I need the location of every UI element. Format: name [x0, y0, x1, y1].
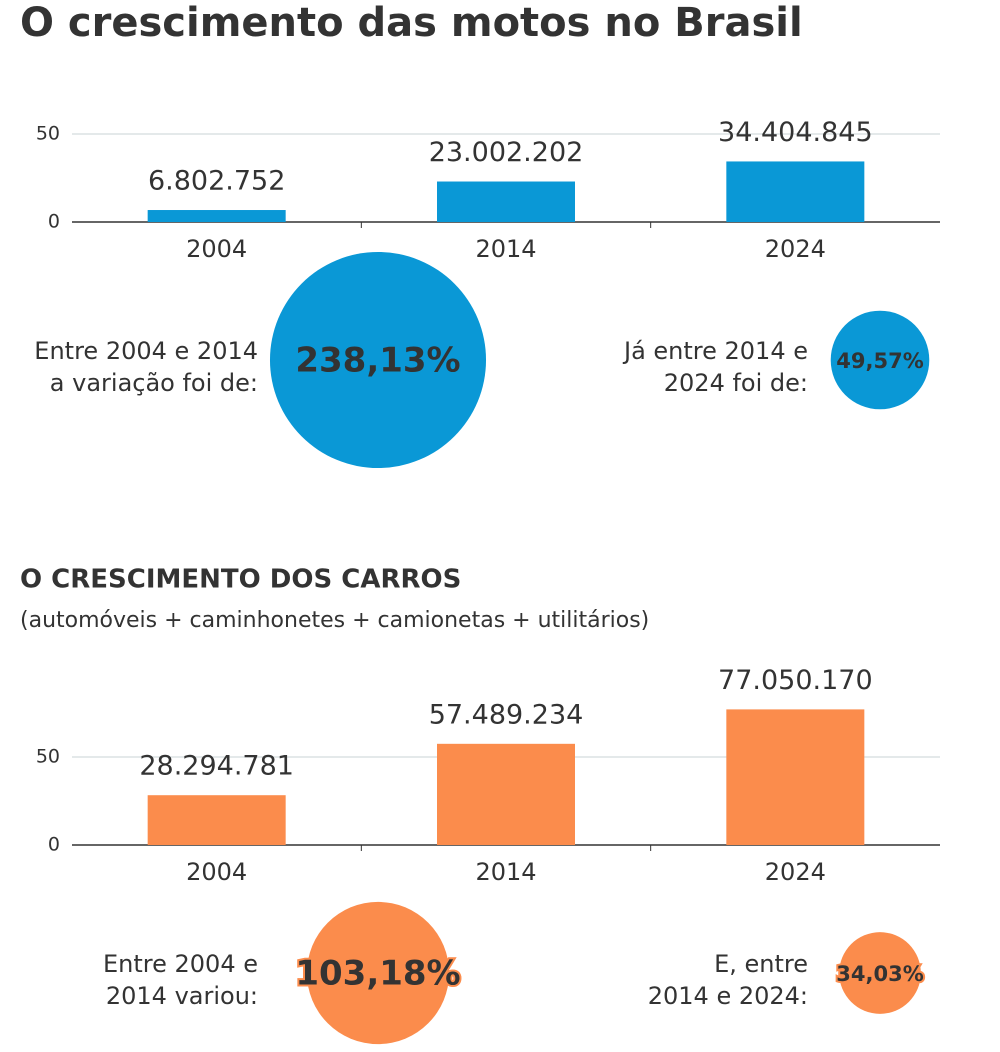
- change-text: Já entre 2014 e: [622, 337, 808, 365]
- x-tick-label: 2024: [765, 235, 826, 263]
- value-label: 28.294.781: [139, 751, 294, 782]
- change-text: Entre 2004 e: [103, 950, 258, 978]
- bar: [147, 795, 286, 845]
- change-text: 2014 e 2024:: [648, 982, 808, 1010]
- x-tick-label: 2004: [186, 858, 247, 886]
- x-tick-label: 2014: [475, 858, 536, 886]
- change-text: 2024 foi de:: [664, 369, 808, 397]
- change-text: Entre 2004 e 2014: [34, 337, 258, 365]
- y-tick-label: 0: [48, 834, 60, 856]
- bar: [147, 210, 286, 222]
- change-label: 49,57%: [836, 349, 923, 373]
- value-label: 34.404.845: [718, 117, 873, 148]
- change-label: 103,18%: [295, 954, 460, 994]
- change-bubble: [830, 310, 930, 410]
- y-tick-label: 50: [36, 746, 60, 768]
- y-tick-label: 50: [36, 123, 60, 145]
- chart-title: O crescimento das motos no Brasil: [20, 0, 803, 46]
- value-label: 23.002.202: [429, 137, 584, 168]
- bar: [437, 181, 575, 222]
- value-label: 57.489.234: [429, 699, 584, 730]
- chart-subtitle: (automóveis + caminhonetes + camionetas …: [20, 608, 649, 633]
- x-tick-label: 2014: [475, 235, 536, 263]
- bar: [726, 161, 865, 222]
- change-text: E, entre: [714, 950, 808, 978]
- value-label: 77.050.170: [718, 665, 873, 696]
- bar: [726, 709, 865, 845]
- change-text: a variação foi de:: [50, 369, 258, 397]
- change-text: 2014 variou:: [106, 982, 258, 1010]
- change-bubble: [306, 901, 450, 1045]
- change-bubble: [269, 251, 487, 469]
- x-tick-label: 2004: [186, 235, 247, 263]
- value-label: 6.802.752: [148, 166, 285, 197]
- y-tick-label: 0: [48, 211, 60, 233]
- change-label: 238,13%: [295, 341, 460, 381]
- change-label: 34,03%: [836, 962, 923, 986]
- x-tick-label: 2024: [765, 858, 826, 886]
- chart-title: O CRESCIMENTO DOS CARROS: [20, 565, 461, 595]
- bar: [437, 743, 575, 845]
- change-bubble: [839, 932, 921, 1014]
